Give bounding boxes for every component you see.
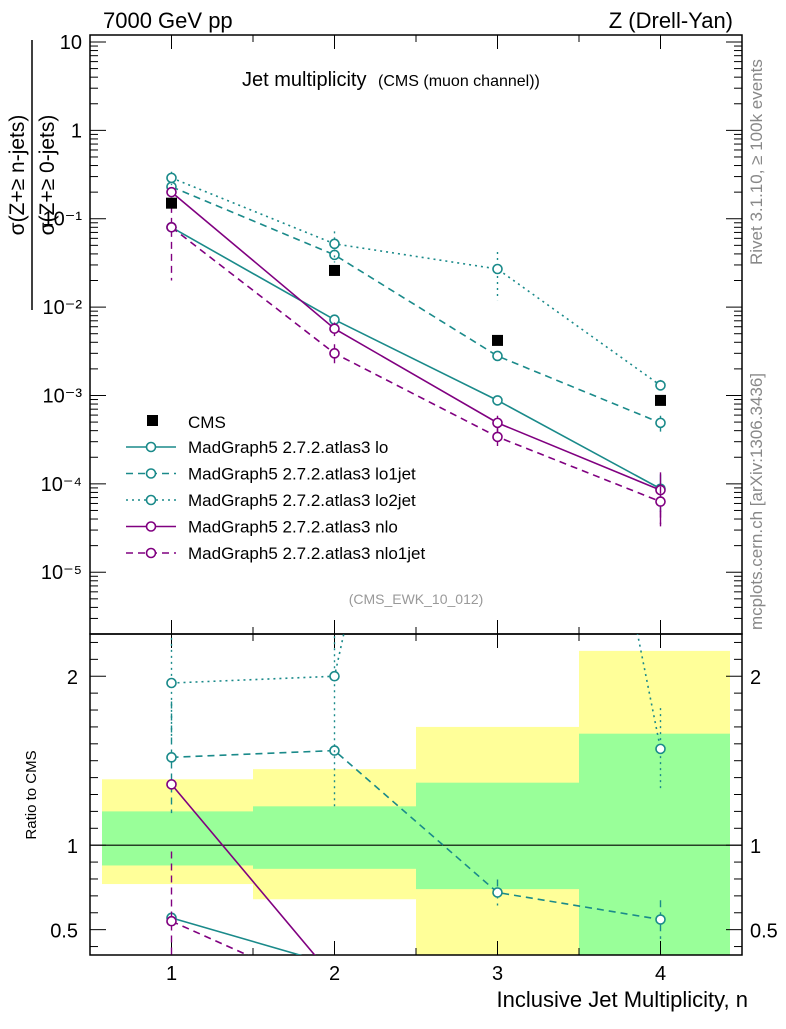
legend: CMS MadGraph5 2.7.2.atlas3 lo MadGraph5 2.… xyxy=(126,413,425,563)
analysis-tag: (CMS_EWK_10_012) xyxy=(349,591,484,607)
ratio-tick-label: 1 xyxy=(67,836,78,858)
x-tick-label: 3 xyxy=(492,963,503,985)
rivet-label: Rivet 3.1.10, ≥ 100k events xyxy=(747,59,766,265)
series-point xyxy=(492,350,503,362)
legend-marker xyxy=(145,441,157,453)
series-point xyxy=(329,348,340,359)
data-point xyxy=(166,197,177,209)
series-point xyxy=(166,186,177,198)
series-point xyxy=(492,395,503,406)
y-tick-label: 10⁻³ xyxy=(43,385,83,407)
series-point xyxy=(329,249,340,261)
data-point xyxy=(329,264,340,276)
y-tick-label: 10⁻¹ xyxy=(43,209,83,231)
series-point xyxy=(329,238,340,250)
ratio-line xyxy=(171,917,303,955)
ratio-line xyxy=(170,783,316,955)
band-inner-bin xyxy=(416,782,579,890)
legend-marker xyxy=(145,521,157,532)
band-inner-bin xyxy=(579,733,730,955)
series-point xyxy=(492,431,503,443)
legend-label: MadGraph5 2.7.2.atlas3 nlo xyxy=(188,518,398,537)
ratio-point xyxy=(330,989,339,998)
ratio-bands xyxy=(102,650,730,955)
series-line xyxy=(171,177,661,387)
y-axis-title: σ(Z+≥ n-jets) σ(Z+≥ 0-jets) xyxy=(6,40,59,310)
band-inner-bin xyxy=(253,806,416,869)
legend-label-data: CMS xyxy=(188,413,226,432)
ratio-point xyxy=(492,887,503,898)
y-axis-title-denominator: σ(Z+≥ 0-jets) xyxy=(36,115,59,236)
ratio-point xyxy=(166,915,177,927)
ratio-line xyxy=(171,749,661,921)
y-axis-title-numerator: σ(Z+≥ n-jets) xyxy=(6,115,29,236)
legend-label: MadGraph5 2.7.2.atlas3 lo1jet xyxy=(188,465,416,484)
legend-marker xyxy=(145,547,157,559)
ratio-point xyxy=(329,670,340,682)
y-tick-label: 10⁻⁵ xyxy=(41,562,82,584)
legend-label: MadGraph5 2.7.2.atlas3 nlo1jet xyxy=(188,544,425,563)
chart-title: Jet multiplicity (CMS (muon channel)) xyxy=(242,69,540,91)
y-tick-label: 10⁻² xyxy=(43,297,83,319)
series-point xyxy=(329,323,340,334)
series-point xyxy=(655,496,666,507)
band-inner-bin xyxy=(102,811,253,866)
ratio-tick-label-right: 0.5 xyxy=(750,921,778,943)
x-tick-label: 4 xyxy=(655,963,666,985)
ratio-point xyxy=(166,677,177,689)
header-right: Z (Drell-Yan) xyxy=(609,8,733,33)
ratio-axis-title: Ratio to CMS xyxy=(23,750,40,839)
series-point xyxy=(655,417,666,429)
legend-label: MadGraph5 2.7.2.atlas3 lo2jet xyxy=(188,491,416,510)
y-tick-label: 1 xyxy=(71,120,82,142)
x-tick-label: 2 xyxy=(329,963,340,985)
ratio-tick-label-right: 2 xyxy=(750,667,761,689)
ratio-point xyxy=(655,914,666,925)
series-point xyxy=(492,263,503,275)
series-line xyxy=(170,191,661,491)
mcplots-label: mcplots.cern.ch [arXiv:1306.3436] xyxy=(747,373,766,630)
ratio-point xyxy=(655,743,666,755)
ratio-tick-label: 2 xyxy=(67,667,78,689)
series-point xyxy=(492,417,503,429)
data-point xyxy=(655,394,666,406)
ratio-series xyxy=(166,634,666,998)
series-point xyxy=(655,380,666,391)
ratio-tick-label-right: 1 xyxy=(750,836,761,858)
ratio-point xyxy=(166,752,177,763)
series-line xyxy=(171,226,661,490)
ratio-point xyxy=(166,779,177,790)
x-tick-label: 1 xyxy=(166,963,177,985)
chart-title-main: Jet multiplicity xyxy=(242,69,366,91)
legend-label: MadGraph5 2.7.2.atlas3 lo xyxy=(188,438,388,457)
chart-subtitle: (CMS (muon channel)) xyxy=(378,73,540,90)
legend-marker xyxy=(145,494,157,506)
data-point xyxy=(492,334,503,346)
series-point xyxy=(166,222,177,233)
legend-marker xyxy=(145,468,157,479)
series-line xyxy=(171,186,661,424)
ratio-axes: 2 2 1 1 0.5 0.5 1 2 3 4 xyxy=(50,633,778,985)
ratio-tick-label: 0.5 xyxy=(50,921,78,943)
main-axes: 10 1 10⁻¹ 10⁻² 10⁻³ 10⁻⁴ 10⁻⁵ xyxy=(41,32,743,635)
series-point xyxy=(166,172,177,184)
main-series xyxy=(166,171,666,527)
y-tick-label: 10 xyxy=(60,32,82,54)
header-left: 7000 GeV pp xyxy=(103,8,233,33)
x-axis-title: Inclusive Jet Multiplicity, n xyxy=(497,987,748,1012)
y-tick-label: 10⁻⁴ xyxy=(41,474,82,496)
legend-marker-data xyxy=(147,415,158,426)
